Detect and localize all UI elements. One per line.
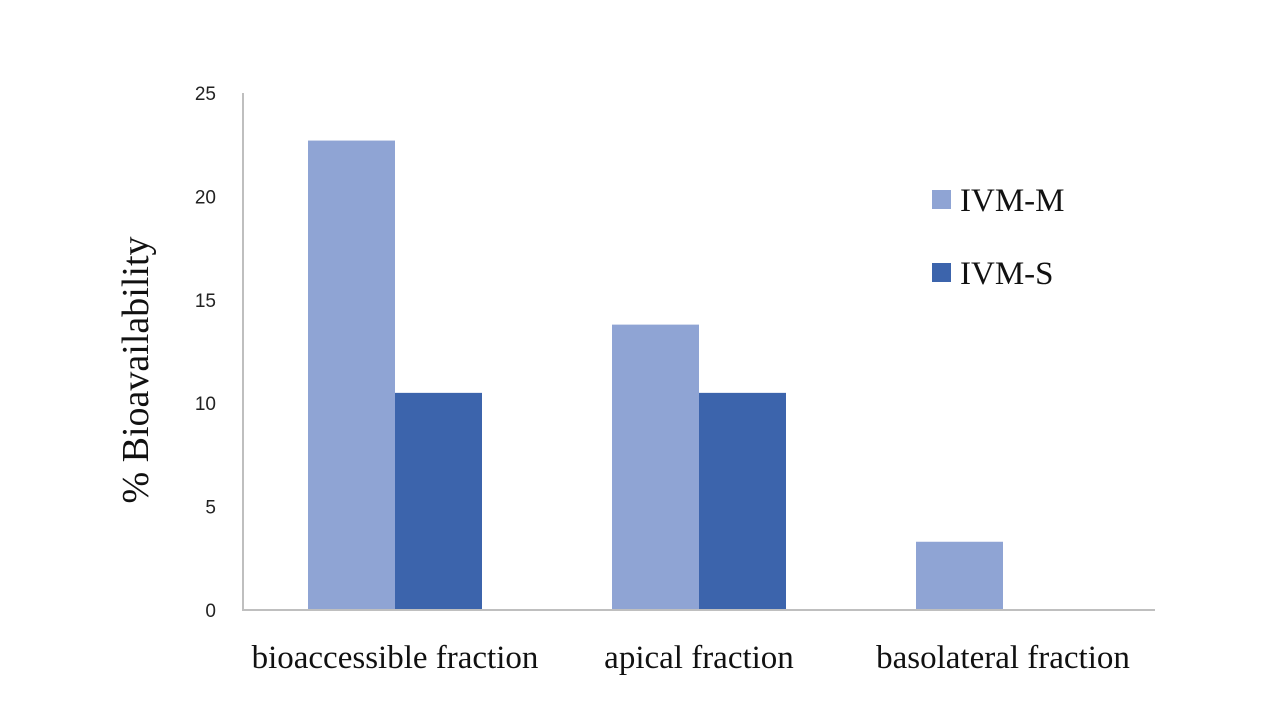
y-tick-label: 20 bbox=[195, 187, 216, 208]
bar-ivm-m-2 bbox=[916, 541, 1003, 610]
y-tick-label: 0 bbox=[205, 601, 216, 622]
legend-swatch-ivm-s bbox=[932, 263, 951, 282]
legend-label: IVM-M bbox=[960, 183, 1065, 219]
legend-swatch-ivm-m bbox=[932, 190, 951, 209]
y-tick-label: 15 bbox=[195, 291, 216, 312]
bar-ivm-s-1 bbox=[699, 392, 786, 610]
legend-label: IVM-S bbox=[960, 256, 1054, 292]
y-tick-label: 25 bbox=[195, 84, 216, 105]
y-axis-label: % Bioavailability bbox=[115, 236, 157, 503]
bar-ivm-s-0 bbox=[395, 392, 482, 610]
x-tick-label: apical fraction bbox=[604, 640, 794, 676]
x-tick-label: basolateral fraction bbox=[876, 640, 1130, 676]
y-tick-label: 10 bbox=[195, 394, 216, 415]
bar-ivm-m-0 bbox=[308, 140, 395, 610]
bar-ivm-m-1 bbox=[612, 324, 699, 610]
x-tick-label: bioaccessible fraction bbox=[252, 640, 539, 676]
y-tick-label: 5 bbox=[205, 498, 216, 519]
